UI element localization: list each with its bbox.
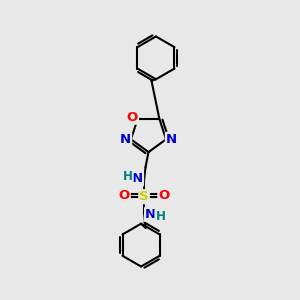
Text: O: O: [158, 189, 169, 202]
Text: O: O: [127, 111, 138, 124]
Text: H: H: [123, 170, 133, 183]
Text: N: N: [145, 208, 156, 221]
Text: O: O: [118, 189, 130, 202]
Text: H: H: [155, 210, 165, 223]
Text: N: N: [120, 133, 131, 146]
Text: S: S: [139, 190, 149, 203]
Text: N: N: [132, 172, 143, 185]
Text: N: N: [166, 133, 177, 146]
